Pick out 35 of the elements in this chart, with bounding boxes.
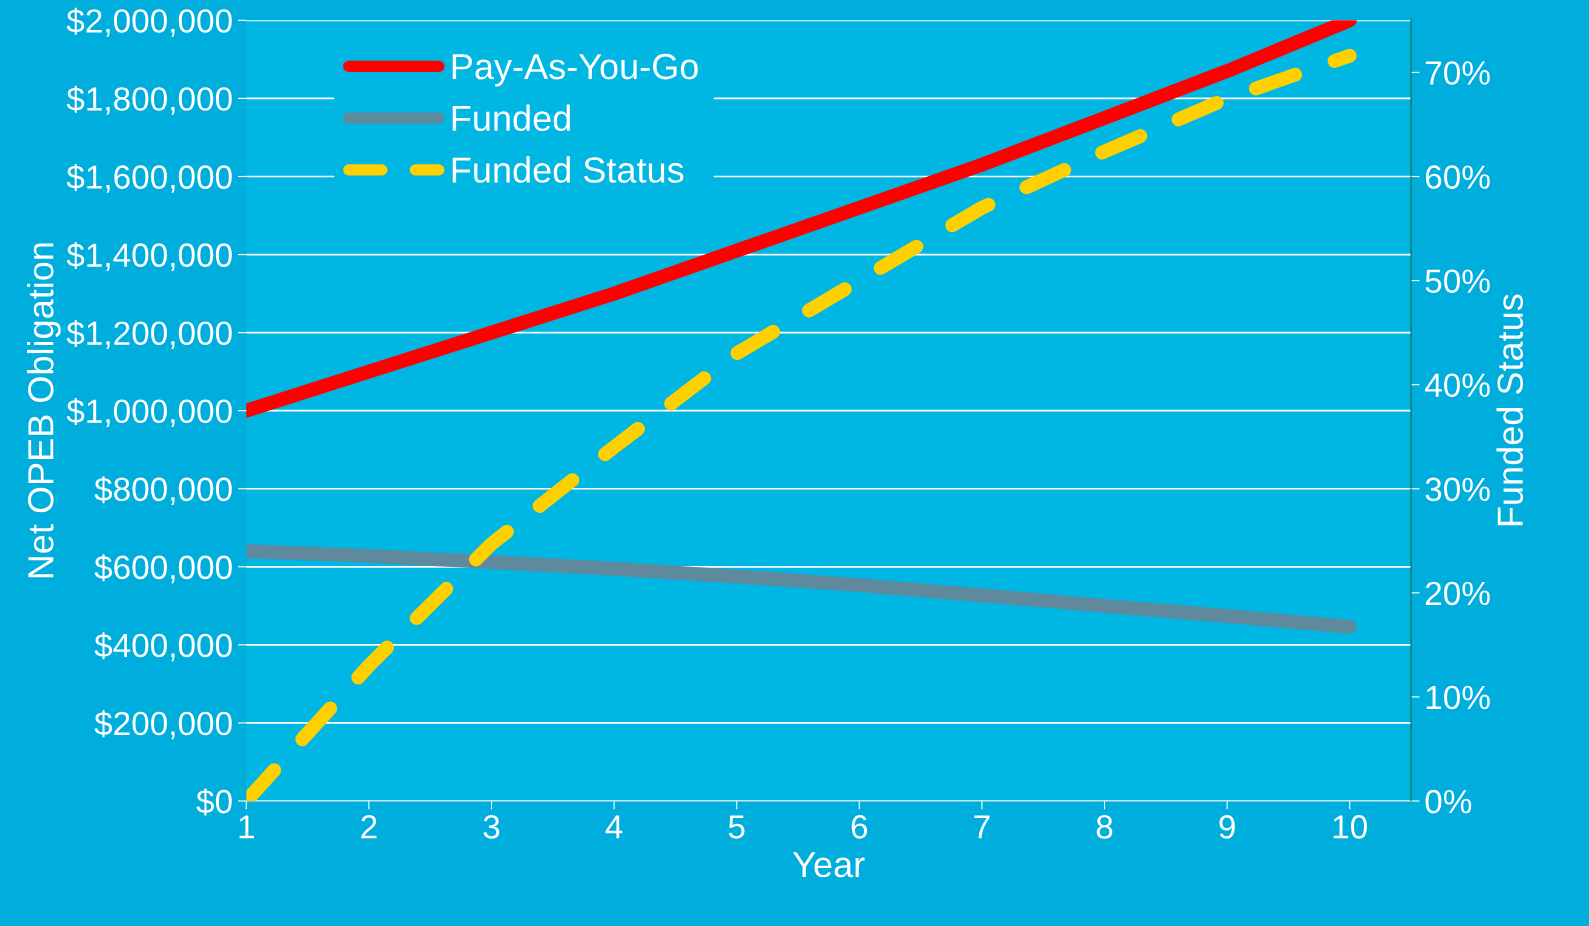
y2-tick-label: 60%: [1425, 165, 1490, 189]
y2-axis-title: Funded Status: [1496, 294, 1524, 526]
legend-label: Funded Status: [452, 156, 684, 183]
y-tick-label: $0: [196, 788, 232, 816]
y-tick-label: $400,000: [94, 632, 232, 662]
legend-label: Funded: [452, 104, 570, 132]
y-tick-label: $200,000: [94, 710, 232, 740]
x-tick-label: 10: [1333, 815, 1367, 839]
y2-tick-label: 50%: [1425, 269, 1490, 293]
x-tick-label: 4: [605, 815, 623, 839]
y-tick-label: $1,200,000: [66, 320, 232, 349]
y2-tick-label: 70%: [1425, 61, 1490, 85]
y2-tick-label: 30%: [1425, 477, 1490, 502]
x-axis-title: Year: [792, 852, 865, 878]
y-tick-label: $1,800,000: [66, 85, 232, 115]
legend-label: Pay-As-You-Go: [452, 53, 698, 87]
x-tick-label: 5: [728, 815, 745, 839]
y-tick-label: $600,000: [94, 554, 232, 584]
y2-tick-label: 0%: [1425, 789, 1472, 814]
x-tick-label: 2: [361, 815, 377, 839]
y2-tick-label: 10%: [1426, 685, 1490, 710]
y-tick-label: $1,000,000: [66, 398, 232, 428]
y2-tick-label: 40%: [1424, 373, 1490, 398]
x-tick-label: 9: [1219, 815, 1235, 839]
y-tick-label: $1,400,000: [66, 241, 232, 271]
x-tick-label: 1: [239, 815, 254, 839]
x-tick-label: 7: [974, 815, 990, 839]
y2-tick-label: 20%: [1425, 581, 1490, 606]
y-tick-label: $1,600,000: [66, 163, 232, 193]
x-tick-label: 8: [1096, 815, 1113, 839]
x-tick-label: 6: [851, 815, 868, 839]
y-tick-label: $800,000: [94, 476, 232, 506]
x-tick-label: 3: [483, 815, 500, 839]
y-tick-label: $2,000,000: [66, 7, 232, 37]
y-axis-title: Net OPEB Obligation: [27, 243, 61, 578]
